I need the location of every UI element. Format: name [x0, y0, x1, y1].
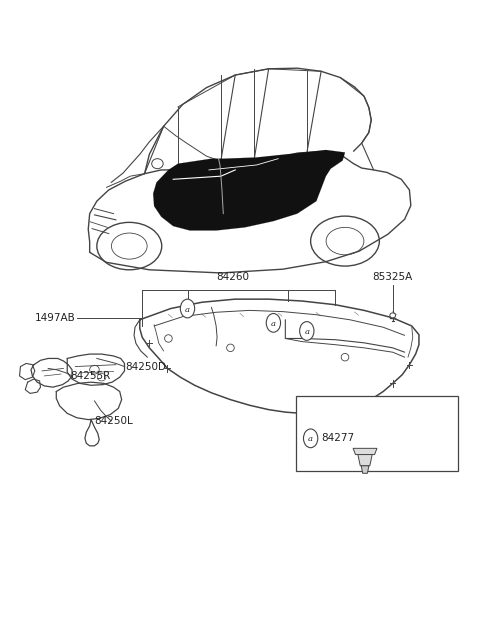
Text: 84255R: 84255R — [71, 371, 111, 381]
Polygon shape — [153, 150, 345, 231]
Bar — [296, 396, 457, 471]
Text: 84277: 84277 — [321, 433, 354, 443]
Text: 84250L: 84250L — [95, 416, 133, 426]
Polygon shape — [361, 466, 369, 473]
Circle shape — [300, 322, 314, 340]
Text: a: a — [271, 320, 276, 328]
Text: 1497AB: 1497AB — [35, 313, 75, 323]
Circle shape — [303, 429, 318, 448]
Text: a: a — [185, 305, 190, 314]
Text: a: a — [308, 435, 313, 443]
Circle shape — [266, 314, 281, 332]
Text: 84260: 84260 — [216, 271, 249, 282]
Ellipse shape — [390, 313, 396, 318]
Polygon shape — [358, 455, 372, 466]
Circle shape — [180, 299, 195, 318]
Text: 84250D: 84250D — [125, 362, 167, 372]
Polygon shape — [353, 448, 377, 455]
Text: 85325A: 85325A — [372, 271, 413, 282]
Text: a: a — [304, 328, 309, 336]
